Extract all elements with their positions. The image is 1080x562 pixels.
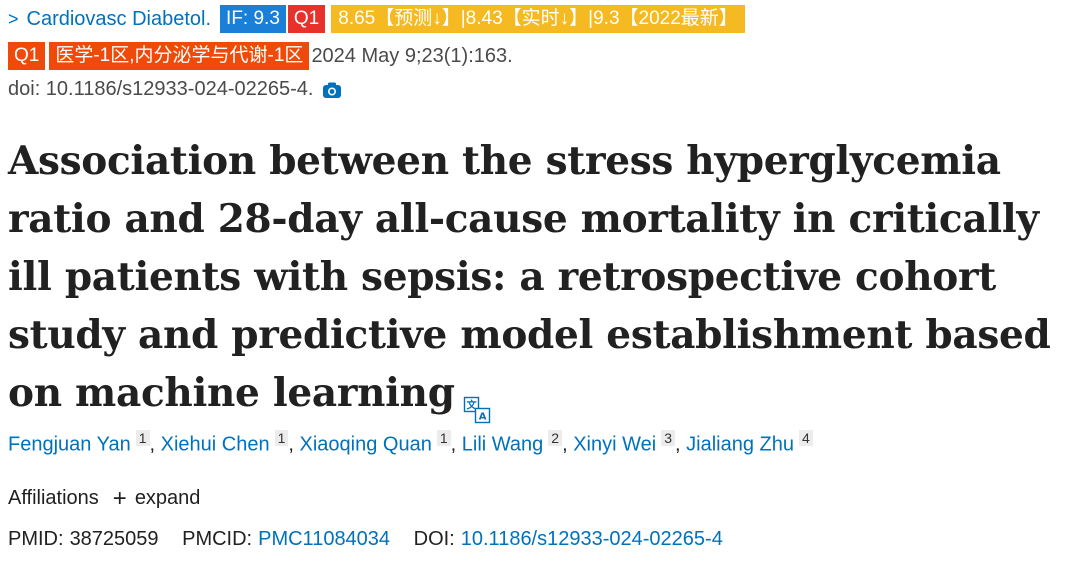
cas-zone-badge: 医学-1区,内分泌学与代谢-1区: [49, 42, 310, 70]
pmcid-link[interactable]: PMC11084034: [258, 528, 391, 550]
doi-label: DOI:: [413, 528, 455, 550]
affiliation-ref[interactable]: 1: [135, 430, 150, 446]
quartile-badge-2: Q1: [8, 42, 46, 70]
impact-prediction-badge: 8.65【预测↓】|8.43【实时↓】|9.3【2022最新】: [331, 5, 745, 33]
journal-link[interactable]: > Cardiovasc Diabetol.: [8, 8, 211, 31]
citation-line: > Cardiovasc Diabetol. IF: 9.3 Q1 8.65【预…: [8, 4, 745, 34]
pmcid-label: PMCID:: [182, 528, 253, 550]
affiliation-ref[interactable]: 2: [548, 430, 563, 446]
identifiers-row: PMID: 38725059 PMCID: PMC11084034 DOI: 10.1…: [8, 528, 723, 551]
author-link[interactable]: Xinyi Wei: [573, 433, 657, 456]
plus-icon: +: [112, 484, 127, 512]
article-title-text: Association between the stress hyperglyc…: [8, 138, 1051, 416]
doi-line: doi: 10.1186/s12933-024-02265-4.: [8, 76, 342, 102]
translate-icon[interactable]: 文 A: [463, 382, 491, 424]
camera-icon[interactable]: [323, 81, 342, 98]
pmid-label: PMID:: [8, 528, 64, 550]
quartile-badge: Q1: [287, 5, 326, 33]
author-link[interactable]: Lili Wang: [461, 433, 544, 456]
affiliation-ref[interactable]: 3: [661, 430, 675, 446]
author-list: Fengjuan Yan 1, Xiehui Chen 1, Xiaoqing Qu…: [8, 430, 813, 457]
doi-link[interactable]: 10.1186/s12933-024-02265-4: [460, 528, 723, 550]
impact-factor-badge: IF: 9.3: [220, 5, 286, 33]
publication-date: 2024 May 9;23(1):163.: [311, 44, 513, 67]
doi-citation: doi: 10.1186/s12933-024-02265-4.: [8, 77, 314, 100]
expand-affiliations-button[interactable]: + expand: [112, 484, 201, 512]
author-link[interactable]: Xiehui Chen: [160, 433, 270, 456]
author-link[interactable]: Fengjuan Yan: [8, 433, 131, 456]
affiliations-row: Affiliations + expand: [8, 484, 201, 512]
affiliations-label: Affiliations: [8, 487, 99, 509]
citation-line-2: Q1 医学-1区,内分泌学与代谢-1区 2024 May 9;23(1):163…: [8, 41, 513, 71]
article-title: Association between the stress hyperglyc…: [8, 132, 1078, 424]
expand-label: expand: [134, 487, 201, 509]
affiliation-ref[interactable]: 1: [436, 430, 451, 446]
svg-text:A: A: [478, 412, 486, 423]
svg-text:文: 文: [466, 399, 477, 412]
pmid-value: 38725059: [69, 528, 159, 550]
affiliation-ref[interactable]: 4: [798, 430, 813, 446]
author-link[interactable]: Xiaoqing Quan: [299, 433, 432, 456]
author-link[interactable]: Jialiang Zhu: [686, 433, 794, 456]
journal-name: Cardiovasc Diabetol.: [26, 7, 212, 30]
chevron-right-icon: >: [8, 8, 19, 29]
affiliation-ref[interactable]: 1: [274, 430, 289, 446]
